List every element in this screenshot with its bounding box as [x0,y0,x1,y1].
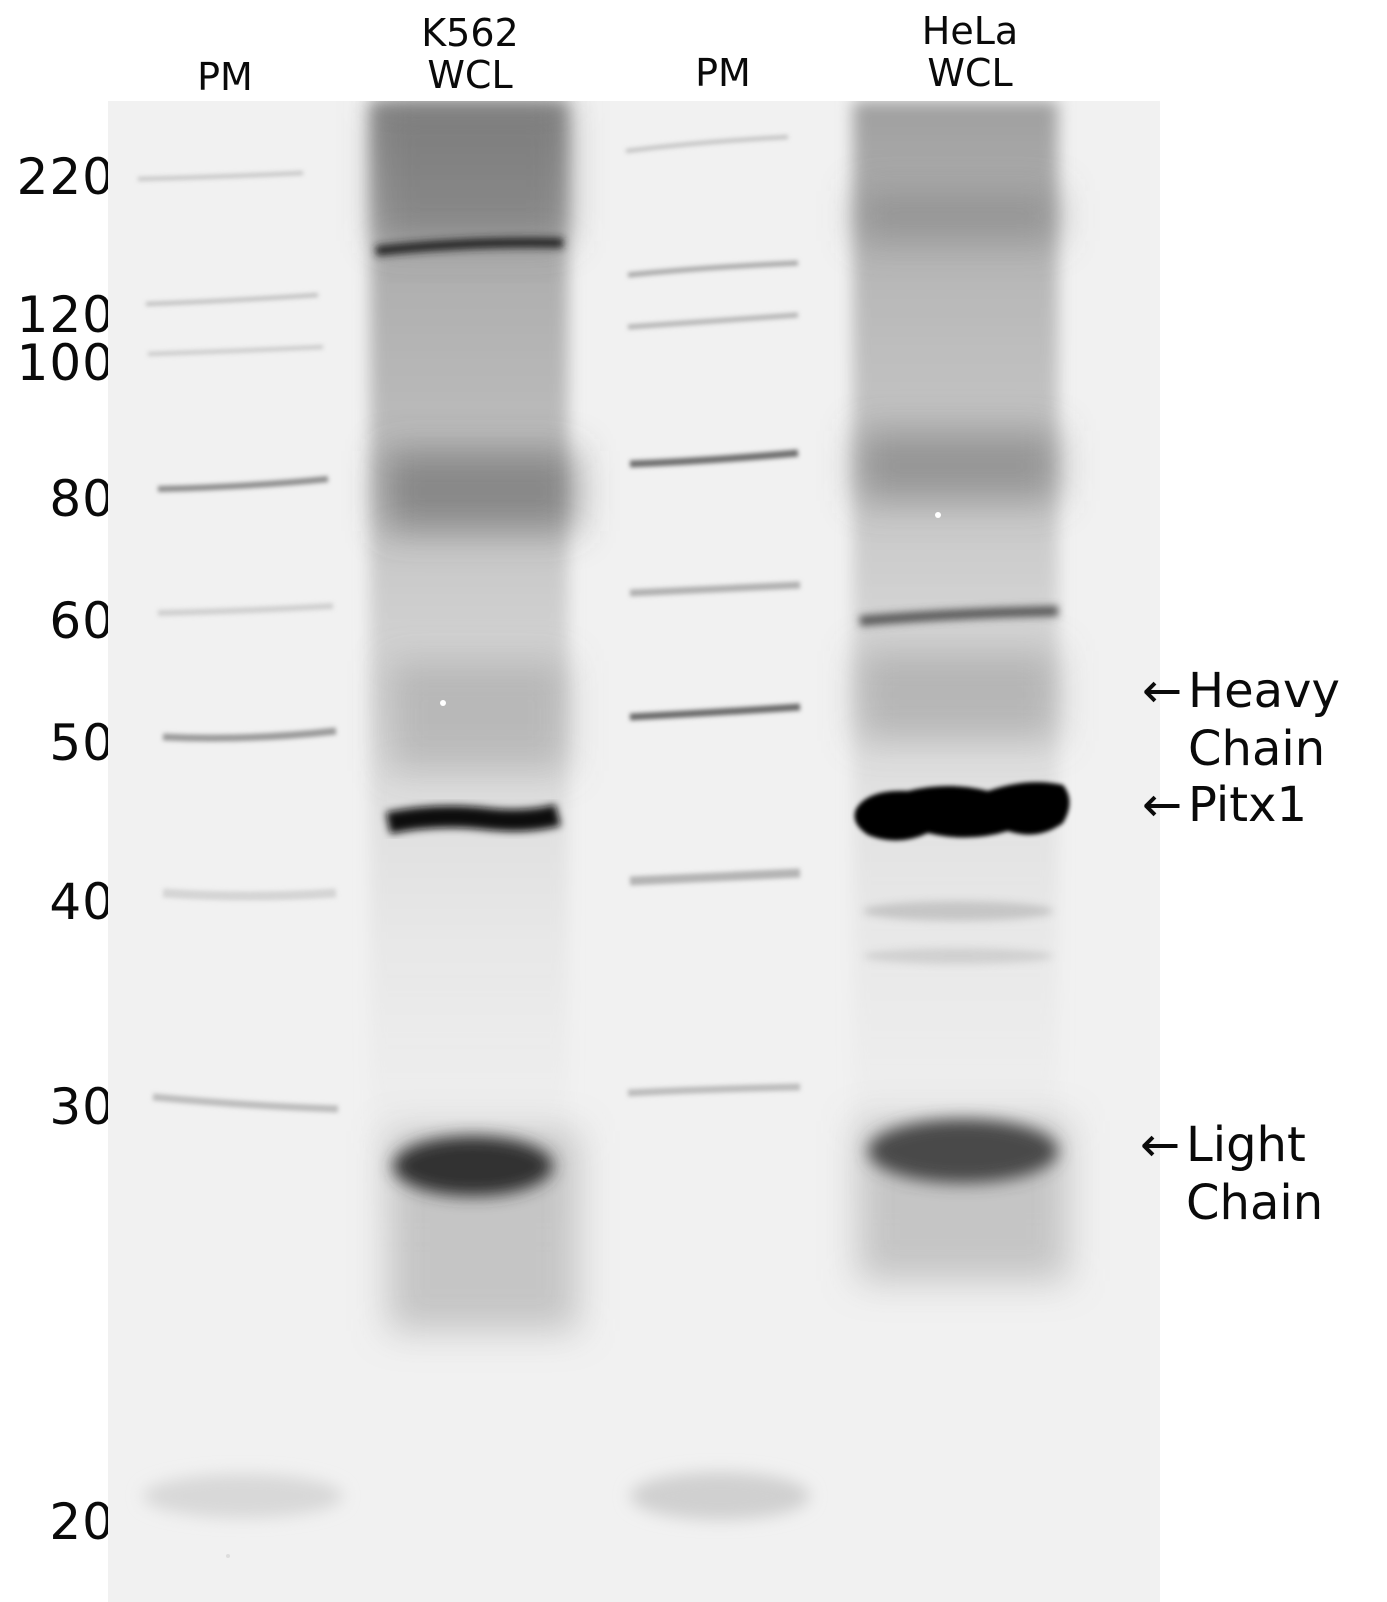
mw-marker-60: 60 [49,592,115,650]
lane-label-line: HeLa [921,9,1019,53]
band-k562-light-chain [393,1136,553,1196]
mw-marker-50: 50 [49,714,115,772]
lane-label-pm-2: PM [668,52,778,94]
left-arrow-icon: ← [1142,663,1183,719]
annotation-light-chain: ← Light Chain [1140,1116,1323,1232]
annotation-heavy-chain: ← Heavy Chain [1142,662,1340,778]
annotation-line: Heavy [1188,663,1340,719]
annotation-line: Pitx1 [1188,777,1307,833]
lane-label-pm-1: PM [170,56,280,98]
ladder-lane-pm-2 [625,135,801,1097]
lane-label-line: WCL [927,51,1013,95]
lane-label-k562-wcl: K562 WCL [400,12,540,96]
left-arrow-icon: ← [1142,777,1183,833]
lane-label-line: K562 [421,11,519,55]
mw-marker-100: 100 [16,334,115,392]
lane-label-line: WCL [427,53,513,97]
band-k562-pitx1 [385,804,561,834]
mw-marker-30: 30 [49,1078,115,1136]
annotation-line: Light [1186,1117,1306,1173]
left-arrow-icon: ← [1140,1117,1181,1173]
lane-label-line: PM [695,51,751,95]
band-hela-pitx1 [854,782,1070,841]
band-hela-light-chain [868,1119,1058,1183]
annotation-pitx1: ← Pitx1 [1142,776,1307,834]
ladder-lane-pm-1 [137,171,339,1113]
mw-marker-120: 120 [16,286,115,344]
mw-marker-20: 20 [49,1493,115,1551]
mw-marker-80: 80 [49,470,115,528]
lane-label-hela-wcl: HeLa WCL [900,10,1040,94]
annotation-line: Chain [1188,721,1326,777]
western-blot-membrane [108,101,1160,1602]
annotation-line: Chain [1186,1175,1324,1231]
band-k562-high-mw [375,237,564,256]
lane-label-line: PM [197,55,253,99]
band-hela-60 [859,606,1059,626]
mw-marker-40: 40 [49,873,115,931]
mw-marker-220: 220 [16,148,115,206]
